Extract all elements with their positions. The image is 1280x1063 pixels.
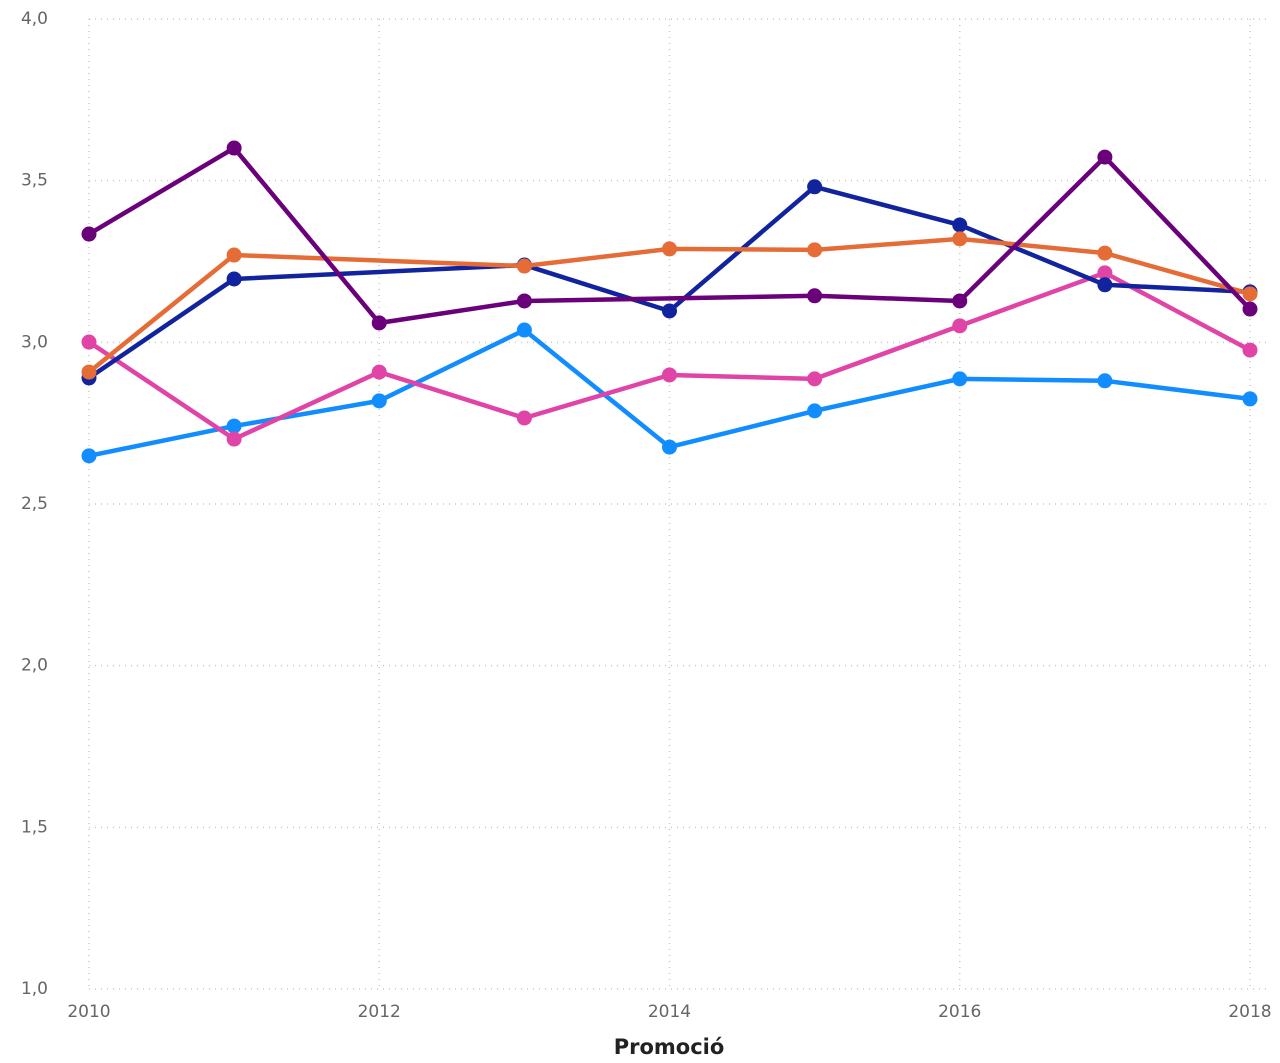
data-point: [516, 410, 532, 426]
data-point: [226, 271, 242, 287]
data-point: [662, 241, 677, 257]
data-point: [226, 247, 242, 263]
data-point: [952, 318, 968, 334]
series-line: [87, 236, 1251, 374]
series-line: [88, 327, 1251, 459]
y-tick-label: 1,0: [21, 979, 48, 999]
data-point: [81, 334, 97, 350]
y-tick-label: 3,5: [21, 171, 48, 191]
data-point: [371, 315, 387, 331]
x-tick-label: 2016: [938, 1002, 981, 1022]
data-point: [1097, 277, 1113, 293]
y-tick-label: 2,0: [21, 656, 48, 676]
data-point: [807, 242, 823, 258]
data-point: [226, 418, 242, 434]
x-axis-title: Promoció: [614, 1035, 725, 1059]
data-point: [1242, 391, 1258, 407]
data-point: [1097, 149, 1113, 165]
x-tick-label: 2012: [358, 1002, 401, 1022]
y-tick-label: 2,5: [21, 494, 48, 514]
data-point: [516, 258, 532, 274]
series-line: [87, 145, 1252, 326]
data-point: [952, 371, 968, 387]
data-point: [807, 371, 823, 387]
data-point: [226, 431, 242, 447]
data-point: [952, 217, 968, 233]
data-point: [371, 393, 387, 409]
data-point: [1242, 342, 1258, 358]
x-tick-label: 2010: [67, 1002, 110, 1022]
data-point: [952, 293, 968, 309]
data-point: [1097, 373, 1113, 389]
data-point: [81, 226, 97, 242]
data-point: [226, 140, 242, 156]
y-tick-label: 4,0: [21, 9, 48, 29]
data-point: [952, 231, 968, 247]
data-point: [1097, 245, 1113, 261]
data-point: [81, 448, 97, 464]
y-tick-label: 1,5: [21, 817, 48, 837]
data-point: [807, 179, 823, 195]
data-point: [371, 364, 387, 380]
data-point: [662, 303, 677, 319]
data-point: [807, 288, 823, 304]
data-point: [662, 367, 677, 383]
data-point: [516, 293, 532, 309]
x-tick-label: 2014: [648, 1002, 691, 1022]
data-point: [1097, 265, 1113, 281]
y-tick-label: 3,0: [21, 332, 48, 352]
data-point: [516, 322, 532, 338]
x-tick-label: 2018: [1228, 1002, 1271, 1022]
data-point: [807, 403, 823, 419]
data-point: [1242, 286, 1258, 302]
data-point: [1242, 301, 1258, 317]
data-point: [81, 364, 97, 380]
data-point: [662, 439, 677, 455]
